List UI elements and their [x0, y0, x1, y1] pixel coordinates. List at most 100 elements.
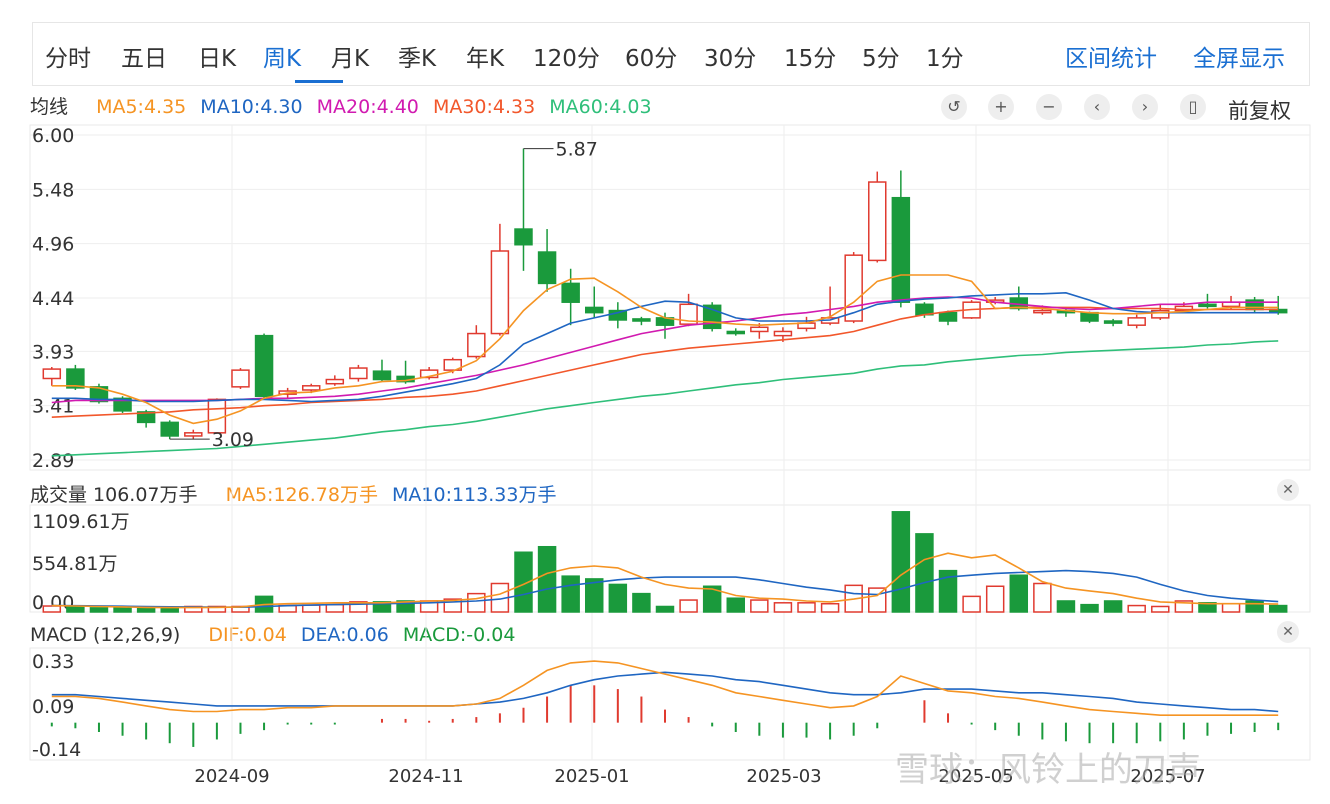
ma5-legend: MA5:4.35: [96, 96, 187, 118]
ma-line-ma30: [51, 306, 1279, 418]
candle-body: [868, 181, 887, 262]
volume-tick-label: 1109.61万: [32, 511, 130, 533]
period-tabs: 分时 五日 日K 周K 月K 季K 年K 120分 60分 30分 15分 5分 1分 区间统计 全屏显…: [32, 22, 1310, 86]
candle-body: [1127, 317, 1146, 326]
watermark: 雪球：风铃上的刀声: [895, 750, 1201, 790]
tab-11[interactable]: 5分: [862, 46, 900, 72]
macd-legend-title: MACD (12,26,9): [30, 624, 181, 646]
ma-line-ma5: [51, 274, 1279, 425]
tab-3[interactable]: 周K: [263, 46, 302, 72]
volume-bar: [1245, 600, 1264, 613]
tab-9[interactable]: 30分: [704, 46, 757, 72]
close-macd-icon[interactable]: ✕: [1277, 621, 1299, 643]
active-tab-underline: [295, 80, 343, 83]
price-panel-frame: [29, 124, 1311, 471]
candle-body: [632, 318, 651, 322]
candle-body: [726, 330, 745, 335]
chevron-right-icon[interactable]: ›: [1132, 94, 1158, 120]
macd-tick-label: 0.09: [32, 696, 74, 718]
tab-12[interactable]: 1分: [926, 46, 964, 72]
tab-8[interactable]: 60分: [625, 46, 678, 72]
volume-bar: [797, 602, 816, 613]
candle-body: [490, 250, 510, 335]
volume-panel-frame: [29, 504, 1311, 613]
tab-7[interactable]: 120分: [533, 46, 600, 72]
ma30-legend: MA30:4.33: [432, 96, 536, 118]
candle-body: [1103, 320, 1123, 324]
macd-line-dea: [51, 671, 1279, 713]
ma-line-ma10: [51, 291, 1279, 403]
range-stats-button[interactable]: 区间统计: [1065, 46, 1157, 72]
volume-bar: [820, 602, 840, 613]
volume-tick-label: 554.81万: [32, 553, 117, 575]
macd-panel-frame: [29, 647, 1311, 761]
candle-body: [679, 303, 698, 325]
ma20-legend: MA20:4.40: [316, 96, 419, 118]
volume-bar: [160, 607, 179, 613]
volume-bar: [585, 578, 604, 613]
volume-bar: [1221, 602, 1241, 613]
volume-bar: [679, 599, 698, 613]
tab-5[interactable]: 季K: [398, 46, 437, 72]
volume-bar: [1056, 600, 1076, 613]
candle-body: [443, 358, 462, 371]
price-legend: 均线 MA5:4.35 MA10:4.30 MA20:4.40 MA30:4.3…: [30, 92, 660, 119]
price-tick-label: 5.48: [32, 179, 74, 201]
tab-4[interactable]: 月K: [331, 46, 370, 72]
volume-bar: [1268, 604, 1288, 613]
volume-ma5-legend: MA5:126.78万手: [225, 484, 378, 506]
price-tick-label: 3.93: [32, 341, 74, 363]
volume-bar: [349, 601, 368, 613]
volume-bar: [1033, 582, 1052, 613]
macd-tick-label: 0.33: [32, 651, 74, 673]
volume-bar: [301, 604, 321, 613]
tab-6[interactable]: 年K: [466, 46, 505, 72]
candle-body: [1033, 309, 1052, 314]
price-tick-label: 2.89: [32, 450, 74, 472]
volume-bar: [42, 605, 62, 613]
fullscreen-button[interactable]: 全屏显示: [1193, 46, 1285, 72]
volume-bar: [1198, 602, 1217, 613]
volume-bar: [655, 605, 675, 613]
candle-body: [301, 385, 321, 391]
volume-bar: [702, 585, 722, 613]
candle-body: [254, 334, 274, 398]
low-annotation-label: 3.09: [212, 429, 254, 451]
price-adjust-select[interactable]: 前复权: [1228, 99, 1291, 123]
candle-body: [773, 330, 793, 337]
candle-body: [1268, 308, 1288, 314]
ma60-legend: MA60:4.03: [549, 96, 652, 118]
date-tick-label: 2025-07: [1130, 766, 1205, 787]
volume-bar: [396, 600, 415, 613]
volume-bar: [915, 533, 934, 613]
candle-body: [585, 306, 604, 314]
tab-10[interactable]: 15分: [784, 46, 837, 72]
volume-legend-title: 成交量 106.07万手: [30, 484, 198, 506]
candle-body: [89, 386, 109, 403]
tab-1[interactable]: 五日: [121, 46, 167, 72]
tab-2[interactable]: 日K: [198, 46, 237, 72]
candle-body: [184, 432, 203, 437]
candle-body: [207, 398, 227, 434]
close-volume-icon[interactable]: ✕: [1277, 479, 1299, 501]
macd-legend: MACD (12,26,9) DIF:0.04 DEA:0.06 MACD:-0…: [30, 624, 523, 646]
volume-bar: [632, 592, 651, 613]
ma-line-ma60: [51, 340, 1279, 457]
date-tick-label: 2025-03: [746, 766, 821, 787]
volume-ma-line-ma10: [51, 569, 1279, 608]
volume-bar: [773, 602, 793, 613]
price-tick-label: 4.96: [32, 234, 74, 256]
undo-icon[interactable]: ↺: [941, 94, 967, 120]
candle-body: [349, 367, 368, 380]
minus-icon[interactable]: −: [1036, 94, 1062, 120]
candlestick-icon[interactable]: ▯: [1180, 94, 1206, 120]
candle-body: [1151, 309, 1170, 319]
chevron-left-icon[interactable]: ‹: [1084, 94, 1110, 120]
tab-0[interactable]: 分时: [45, 46, 91, 72]
candle-body: [372, 370, 392, 381]
plus-icon[interactable]: +: [988, 94, 1014, 120]
volume-bar: [1103, 600, 1123, 613]
volume-bar: [136, 607, 156, 613]
candle-body: [160, 421, 179, 437]
